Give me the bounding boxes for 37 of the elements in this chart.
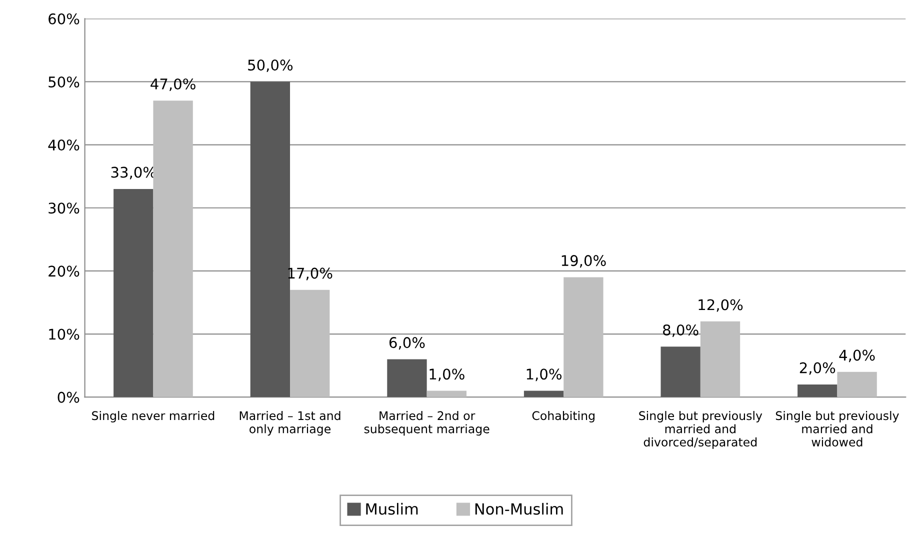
y-tick-label: 20% [48, 266, 80, 277]
x-tick-label: Single never married [92, 410, 214, 422]
data-label: 33,0% [111, 166, 156, 180]
x-tick-label: Married – 2nd or subsequent marriage [364, 410, 490, 436]
bar [387, 359, 427, 398]
x-tick-label: Single but previously married and widowed [776, 410, 899, 447]
bar [660, 346, 700, 398]
data-label: 12,0% [698, 299, 743, 312]
data-label: 1,0% [430, 368, 464, 382]
y-tick-label: 60% [48, 13, 80, 24]
bar [153, 100, 193, 398]
x-tick-label: Married – 1st and only marriage [240, 410, 340, 436]
x-tick-label: Cohabiting [532, 410, 594, 422]
data-label: 19,0% [562, 255, 606, 268]
bar [700, 321, 740, 398]
bar [798, 384, 838, 398]
y-tick-label: 30% [48, 202, 80, 214]
data-label: 4,0% [839, 350, 875, 362]
bar [426, 390, 466, 398]
x-tick-label: Single but previously married and divorced/separated [639, 410, 762, 449]
y-tick-label: 50% [48, 76, 80, 88]
legend-label: Non-Muslim [475, 502, 563, 515]
bar [290, 290, 330, 398]
data-label: 6,0% [389, 337, 425, 350]
data-label: 2,0% [800, 362, 836, 375]
bar [114, 188, 154, 398]
data-label: 1,0% [526, 368, 562, 382]
y-tick-label: 10% [49, 328, 80, 340]
y-tick-label: 0% [58, 392, 80, 403]
data-label: 8,0% [663, 324, 698, 337]
y-tick-label: 40% [48, 140, 80, 151]
bar [524, 390, 564, 398]
bar [564, 277, 604, 398]
data-label: 50,0% [248, 60, 293, 72]
data-label: 47,0% [150, 78, 196, 91]
legend-label: Muslim [366, 502, 418, 515]
bar [837, 372, 877, 398]
